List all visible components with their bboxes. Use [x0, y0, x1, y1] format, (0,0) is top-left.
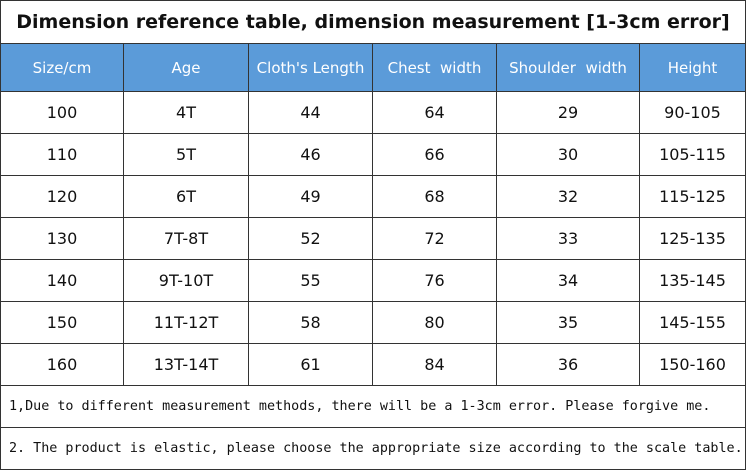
table-cell: 110 [0, 134, 124, 176]
table-cell: 4T [124, 92, 249, 134]
table-cell: 115-125 [640, 176, 746, 218]
table-cell: 150 [0, 302, 124, 344]
table-cell: 29 [497, 92, 640, 134]
table-cell: 84 [373, 344, 497, 386]
column-header: Size/cm [0, 44, 124, 92]
table-cell: 7T-8T [124, 218, 249, 260]
table-cell: 30 [497, 134, 640, 176]
table-cell: 32 [497, 176, 640, 218]
table-cell: 6T [124, 176, 249, 218]
table-cell: 46 [249, 134, 373, 176]
table-cell: 80 [373, 302, 497, 344]
table-cell: 61 [249, 344, 373, 386]
table-cell: 140 [0, 260, 124, 302]
column-header: Height [640, 44, 746, 92]
table-cell: 90-105 [640, 92, 746, 134]
column-header: Shoulder width [497, 44, 640, 92]
table-cell: 66 [373, 134, 497, 176]
table-cell: 125-135 [640, 218, 746, 260]
table-cell: 36 [497, 344, 640, 386]
table-cell: 34 [497, 260, 640, 302]
note: 1,Due to different measurement methods, … [0, 386, 746, 428]
table-cell: 76 [373, 260, 497, 302]
column-header: Cloth's Length [249, 44, 373, 92]
table-cell: 52 [249, 218, 373, 260]
table-cell: 33 [497, 218, 640, 260]
table-cell: 13T-14T [124, 344, 249, 386]
table-cell: 11T-12T [124, 302, 249, 344]
table-cell: 44 [249, 92, 373, 134]
table-title: Dimension reference table, dimension mea… [0, 0, 746, 44]
table-cell: 55 [249, 260, 373, 302]
column-header: Chest width [373, 44, 497, 92]
table-cell: 160 [0, 344, 124, 386]
table-cell: 9T-10T [124, 260, 249, 302]
table-cell: 120 [0, 176, 124, 218]
table-cell: 49 [249, 176, 373, 218]
table-cell: 58 [249, 302, 373, 344]
table-cell: 135-145 [640, 260, 746, 302]
table-cell: 68 [373, 176, 497, 218]
table-cell: 130 [0, 218, 124, 260]
table-cell: 100 [0, 92, 124, 134]
table-cell: 72 [373, 218, 497, 260]
column-header: Age [124, 44, 249, 92]
table-cell: 64 [373, 92, 497, 134]
table-cell: 105-115 [640, 134, 746, 176]
table-cell: 5T [124, 134, 249, 176]
table-cell: 150-160 [640, 344, 746, 386]
table-cell: 145-155 [640, 302, 746, 344]
note: 2. The product is elastic, please choose… [0, 428, 746, 470]
table-cell: 35 [497, 302, 640, 344]
